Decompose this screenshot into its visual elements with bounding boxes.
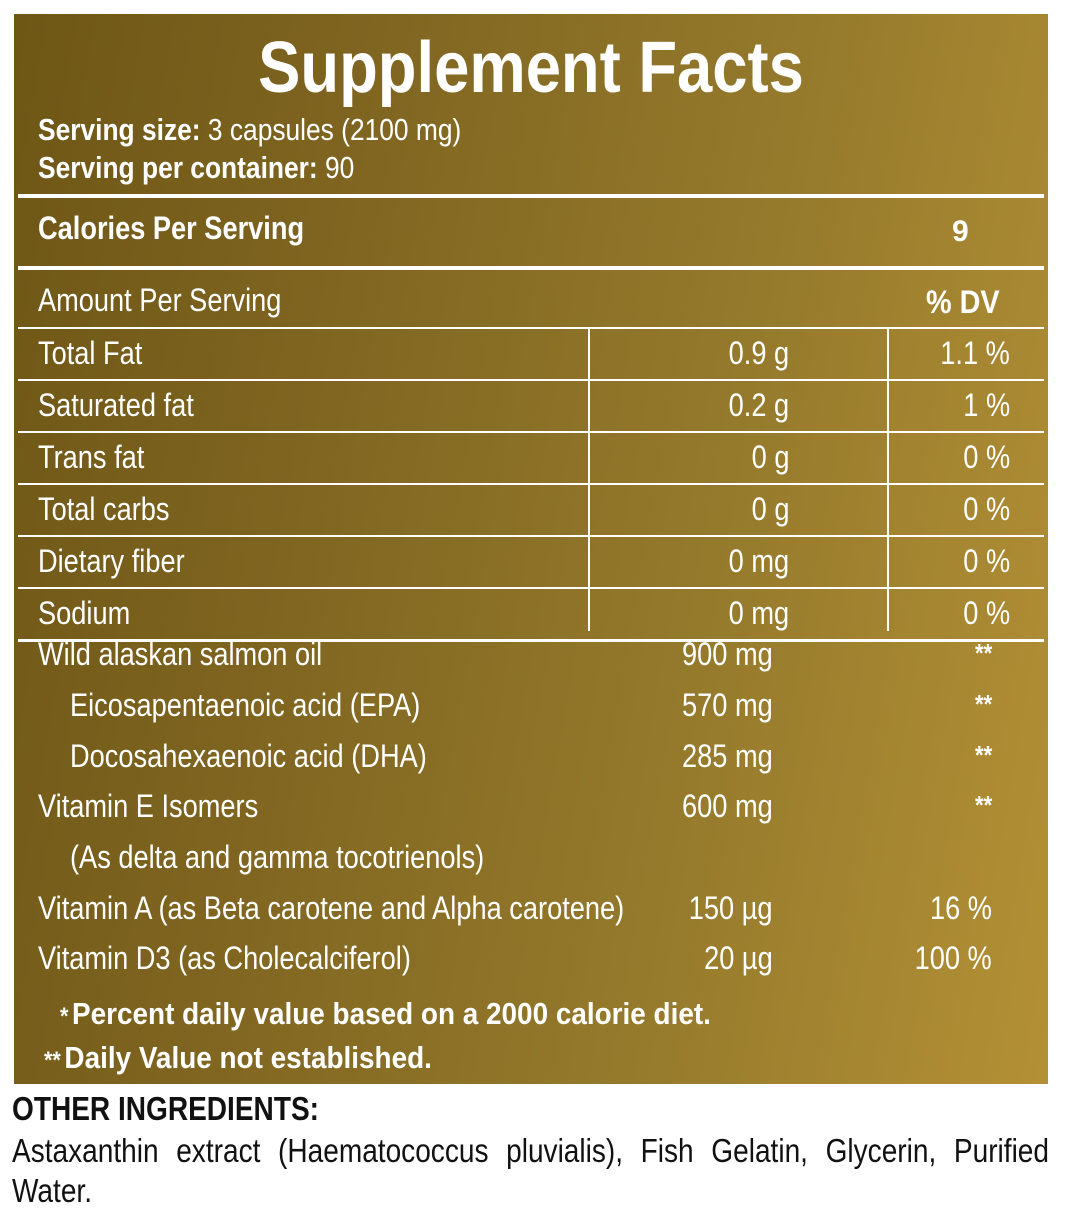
macro-dv: 0 % [963, 491, 1010, 527]
nutrient-row: Docosahexaenoic acid (DHA) 285 mg ** [14, 738, 1048, 788]
nutrient-name: Docosahexaenoic acid (DHA) [70, 738, 427, 774]
macro-amount: 0 g [751, 439, 789, 475]
nutrient-amount: 570 mg [682, 687, 773, 723]
macro-amount: 0.2 g [728, 387, 789, 423]
macro-name: Sodium [38, 595, 131, 631]
amount-per-serving-header: Amount Per Serving [38, 282, 282, 318]
other-ingredients-text: Astaxanthin extract (Haematococcus pluvi… [12, 1132, 1049, 1209]
dv-header: % DV [926, 284, 1000, 320]
macro-dv: 0 % [963, 439, 1010, 475]
nutrient-amount: 900 mg [682, 636, 773, 672]
nutrient-row: Eicosapentaenoic acid (EPA) 570 mg ** [14, 687, 1048, 737]
nutrient-row: (As delta and gamma tocotrienols) [14, 839, 1048, 889]
nutrient-dv: 100 % [914, 940, 992, 976]
nutrient-dv: ** [974, 740, 992, 770]
nutrient-amount: 600 mg [682, 788, 773, 824]
macro-name: Dietary fiber [38, 543, 185, 579]
nutrient-dv: ** [974, 689, 992, 719]
serving-size-value: 3 capsules (2100 mg) [200, 112, 462, 147]
macro-name: Total Fat [38, 335, 143, 371]
footnote-mark: * [60, 1003, 69, 1030]
label-title: Supplement Facts [258, 28, 804, 108]
macro-amount: 0.9 g [728, 335, 789, 371]
supplement-facts-panel: Supplement Facts Serving size: 3 capsule… [14, 14, 1048, 1084]
footnote-text: Percent daily value based on a 2000 calo… [72, 996, 711, 1031]
nutrient-name: (As delta and gamma tocotrienols) [70, 839, 485, 875]
serving-size-line: Serving size: 3 capsules (2100 mg) [38, 112, 461, 148]
servings-value: 90 [317, 150, 355, 185]
table-row: Dietary fiber 0 mg 0 % [18, 535, 1044, 587]
nutrient-row: Vitamin D3 (as Cholecalciferol) 20 µg 10… [14, 940, 1048, 990]
nutrient-amount: 285 mg [682, 738, 773, 774]
macro-name: Total carbs [38, 491, 170, 527]
macros-table: Total Fat 0.9 g 1.1 % Saturated fat 0.2 … [18, 327, 1044, 642]
macro-dv: 1 % [963, 387, 1010, 423]
nutrient-name: Eicosapentaenoic acid (EPA) [70, 687, 421, 723]
footnote-text: Daily Value not established. [64, 1040, 432, 1075]
macro-amount: 0 g [751, 491, 789, 527]
footnote-dv-not-established: ** Daily Value not established. [44, 1040, 432, 1076]
divider-thick [18, 194, 1044, 198]
macro-name: Saturated fat [38, 387, 194, 423]
table-row: Trans fat 0 g 0 % [18, 431, 1044, 483]
table-row: Sodium 0 mg 0 % [18, 587, 1044, 642]
footnote-mark: ** [44, 1047, 61, 1074]
macro-name: Trans fat [38, 439, 145, 475]
nutrient-row: Vitamin A (as Beta carotene and Alpha ca… [14, 890, 1048, 940]
footnote-dv-basis: * Percent daily value based on a 2000 cal… [60, 996, 711, 1032]
column-divider [887, 327, 889, 631]
nutrient-name: Vitamin E Isomers [38, 788, 259, 824]
macro-dv: 0 % [963, 595, 1010, 631]
serving-size-label: Serving size: [38, 112, 201, 147]
nutrient-amount: 20 µg [704, 940, 773, 976]
table-row: Saturated fat 0.2 g 1 % [18, 379, 1044, 431]
calories-value: 9 [952, 215, 969, 248]
macro-dv: 0 % [963, 543, 1010, 579]
nutrient-name: Vitamin A (as Beta carotene and Alpha ca… [38, 890, 625, 926]
nutrient-amount: 150 µg [689, 890, 773, 926]
table-row: Total Fat 0.9 g 1.1 % [18, 327, 1044, 379]
servings-per-container-line: Serving per container: 90 [38, 150, 354, 186]
nutrient-dv: ** [974, 638, 992, 668]
other-ingredients-heading: OTHER INGREDIENTS: [12, 1090, 320, 1127]
divider-thick [18, 266, 1044, 270]
nutrient-name: Vitamin D3 (as Cholecalciferol) [38, 940, 411, 976]
column-divider [588, 327, 590, 631]
macro-amount: 0 mg [728, 543, 789, 579]
nutrient-row: Wild alaskan salmon oil 900 mg ** [14, 636, 1048, 686]
nutrient-dv: ** [974, 790, 992, 820]
nutrient-name: Wild alaskan salmon oil [38, 636, 323, 672]
servings-label: Serving per container: [38, 150, 318, 185]
macro-dv: 1.1 % [940, 335, 1010, 371]
macro-amount: 0 mg [728, 595, 789, 631]
calories-label: Calories Per Serving [38, 210, 305, 246]
nutrient-dv: 16 % [930, 890, 992, 926]
table-row: Total carbs 0 g 0 % [18, 483, 1044, 535]
nutrient-row: Vitamin E Isomers 600 mg ** [14, 788, 1048, 838]
